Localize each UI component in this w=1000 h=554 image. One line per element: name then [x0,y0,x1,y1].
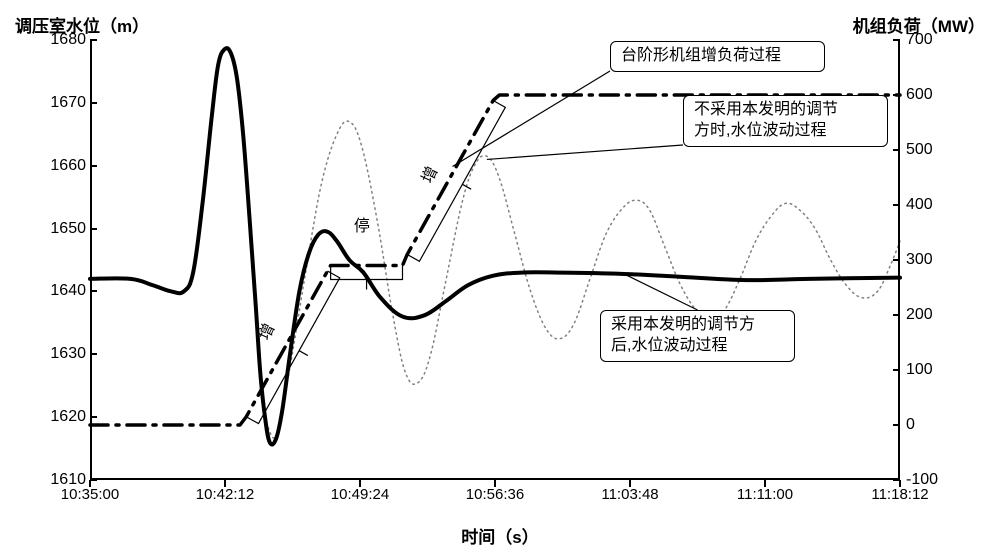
callout-leader [487,145,683,159]
x-tick-mark [764,480,766,487]
y-left-tick-label: 1660 [26,157,86,175]
x-tick-mark [359,480,361,487]
y-right-tick-label: 100 [906,361,933,379]
x-tick-label: 10:49:24 [331,486,389,503]
callout-line: 采用本发明的调节方 [611,315,784,336]
x-tick-label: 10:35:00 [61,486,119,503]
callout-no-invention: 不采用本发明的调节方时,水位波动过程 [683,95,888,147]
callout-step-load: 台阶形机组增负荷过程 [610,41,825,72]
y-right-tick-label: 0 [906,416,915,434]
callout-line: 后,水位波动过程 [611,336,784,357]
y-right-tick-label: 600 [906,86,933,104]
y-left-tick-label: 1620 [26,408,86,426]
y-left-tick-label: 1650 [26,220,86,238]
y-right-tick-label: 300 [906,251,933,269]
x-tick-mark [899,480,901,487]
bracket [407,101,505,262]
y-right-tick-label: 400 [906,196,933,214]
y-left-tick-label: 1640 [26,282,86,300]
y-right-tick-label: 500 [906,141,933,159]
y-left-tick-label: 1670 [26,94,86,112]
y-left-tick-label: 1630 [26,345,86,363]
x-tick-mark [89,480,91,487]
x-tick-mark [629,480,631,487]
x-tick-label: 10:42:12 [196,486,254,503]
x-tick-label: 10:56:36 [466,486,524,503]
callout-line: 不采用本发明的调节 [694,100,877,121]
segment-label: 停 [354,212,370,236]
y-right-tick-label: 700 [906,31,933,49]
x-tick-label: 11:03:48 [601,486,658,503]
x-tick-label: 11:11:00 [737,486,793,503]
chart-container: 调压室水位（m） 机组负荷（MW） 时间（s） 1610162016301640… [0,0,1000,554]
callout-line: 台阶形机组增负荷过程 [621,46,814,67]
x-tick-mark [224,480,226,487]
x-tick-mark [494,480,496,487]
callout-line: 方时,水位波动过程 [694,121,877,142]
callout-with-invention: 采用本发明的调节方后,水位波动过程 [600,310,795,362]
y-left-tick-label: 1680 [26,31,86,49]
x-tick-label: 11:18:12 [871,486,928,503]
x-axis-title: 时间（s） [461,523,538,548]
y-right-tick-label: 200 [906,306,933,324]
